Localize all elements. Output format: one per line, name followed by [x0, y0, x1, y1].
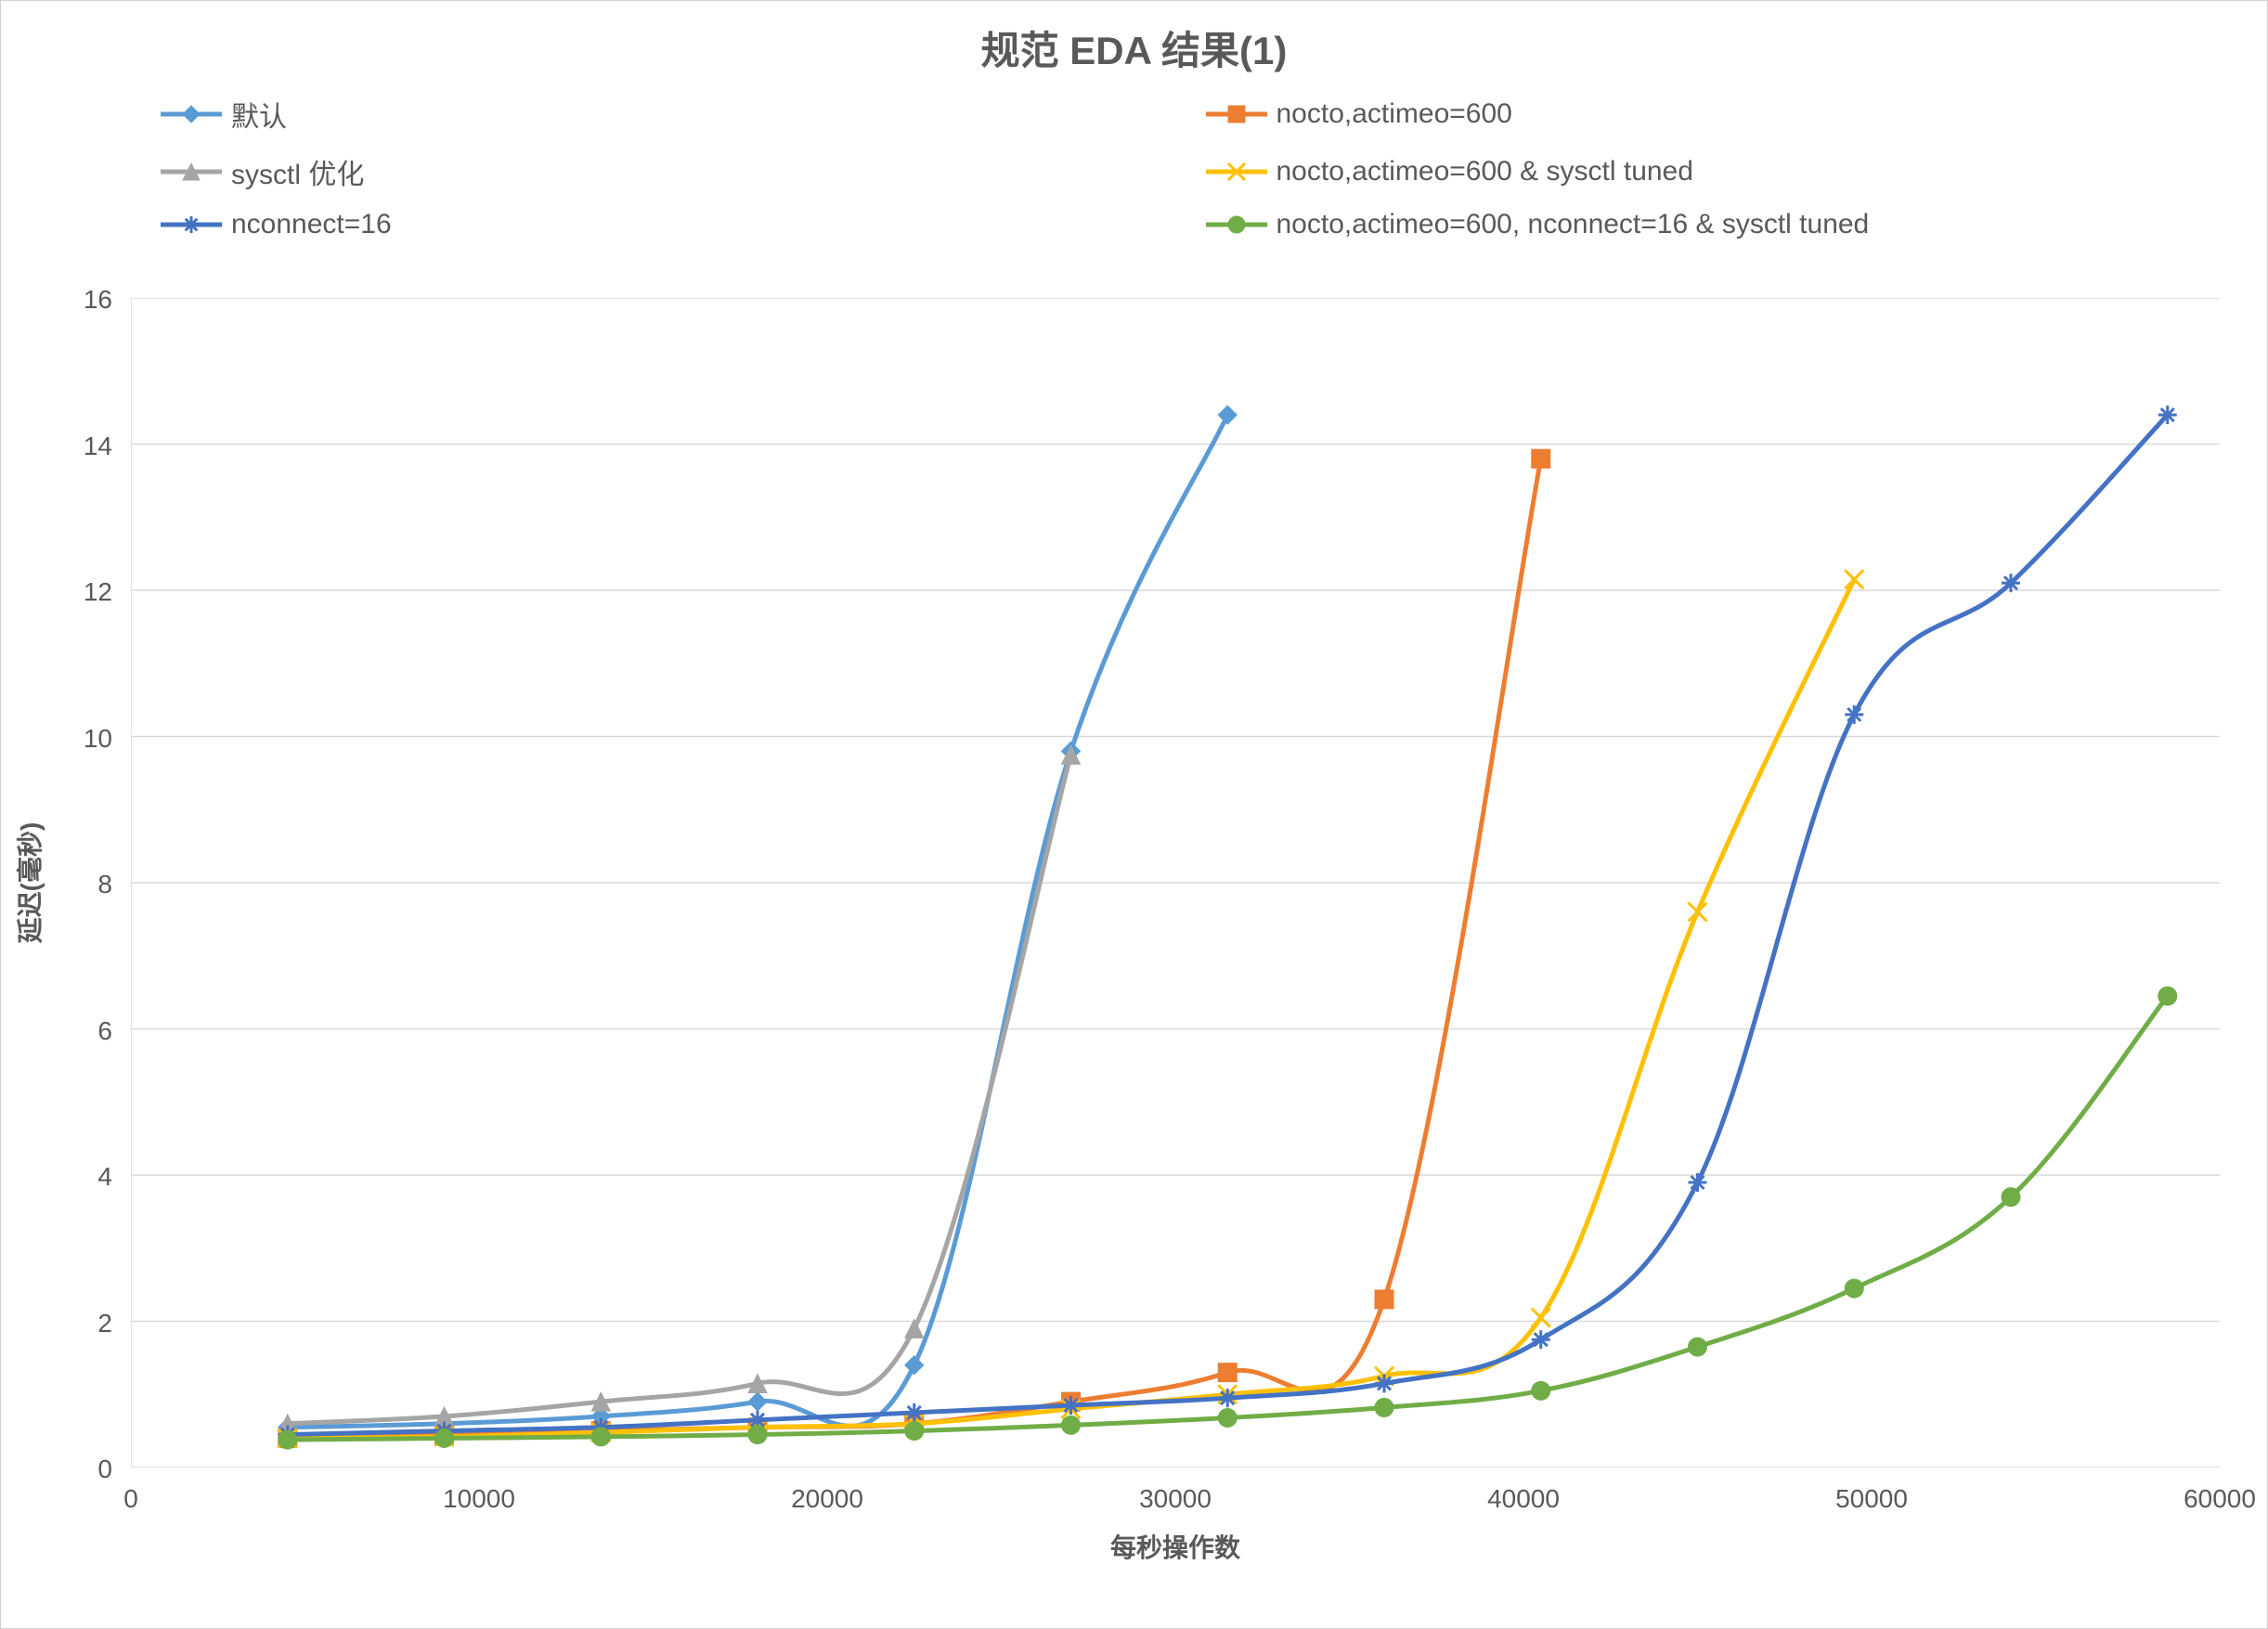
legend-item: 默认: [159, 94, 1167, 135]
x-tick-label: 50000: [1816, 1484, 1927, 1514]
x-tick-label: 40000: [1468, 1484, 1579, 1514]
x-tick-label: 0: [75, 1484, 187, 1514]
legend-item: nconnect=16: [159, 209, 1167, 240]
y-tick-label: 12: [57, 577, 112, 607]
x-tick-label: 30000: [1120, 1484, 1231, 1514]
y-tick-label: 6: [57, 1016, 112, 1046]
legend-item: nocto,actimeo=600: [1204, 94, 2212, 135]
x-tick-label: 60000: [2164, 1484, 2268, 1514]
y-tick-label: 0: [57, 1454, 112, 1484]
y-tick-label: 10: [57, 724, 112, 754]
x-tick-label: 10000: [423, 1484, 535, 1514]
legend-swatch-icon: [159, 103, 224, 125]
legend-swatch-icon: [159, 161, 224, 183]
y-axis-label: 延迟(毫秒): [10, 790, 47, 976]
legend: 默认 nocto,actimeo=600 sysctl 优化 nocto,actime…: [159, 94, 2211, 240]
series-3: [279, 570, 1864, 1447]
legend-label: 默认: [231, 94, 287, 135]
chart-title: 规范 EDA 结果(1): [1, 19, 2267, 76]
legend-swatch-icon: [1204, 213, 1269, 236]
plot-area: [131, 298, 2220, 1467]
series-0: [279, 406, 1238, 1437]
legend-item: nocto,actimeo=600, nconnect=16 & sysctl …: [1204, 209, 2212, 240]
x-axis-label: 每秒操作数: [1082, 1528, 1268, 1565]
series-2: [279, 745, 1081, 1433]
legend-item: sysctl 优化: [159, 151, 1167, 192]
series-4: [279, 406, 2177, 1444]
y-tick-label: 8: [57, 870, 112, 899]
y-tick-label: 16: [57, 285, 112, 315]
y-tick-label: 4: [57, 1162, 112, 1192]
legend-label: sysctl 优化: [231, 151, 364, 192]
legend-label: nocto,actimeo=600, nconnect=16 & sysctl …: [1277, 209, 1870, 240]
legend-swatch-icon: [1204, 103, 1269, 125]
series-1: [279, 449, 1550, 1447]
legend-label: nconnect=16: [231, 209, 392, 240]
legend-item: nocto,actimeo=600 & sysctl tuned: [1204, 151, 2212, 192]
y-tick-label: 2: [57, 1309, 112, 1338]
legend-label: nocto,actimeo=600: [1277, 98, 1512, 130]
legend-label: nocto,actimeo=600 & sysctl tuned: [1277, 156, 1693, 187]
y-tick-label: 14: [57, 432, 112, 461]
legend-swatch-icon: [1204, 161, 1269, 183]
chart-container: 规范 EDA 结果(1) 默认 nocto,actimeo=600 sysctl 优…: [0, 0, 2268, 1629]
legend-swatch-icon: [159, 213, 224, 236]
x-tick-label: 20000: [771, 1484, 883, 1514]
